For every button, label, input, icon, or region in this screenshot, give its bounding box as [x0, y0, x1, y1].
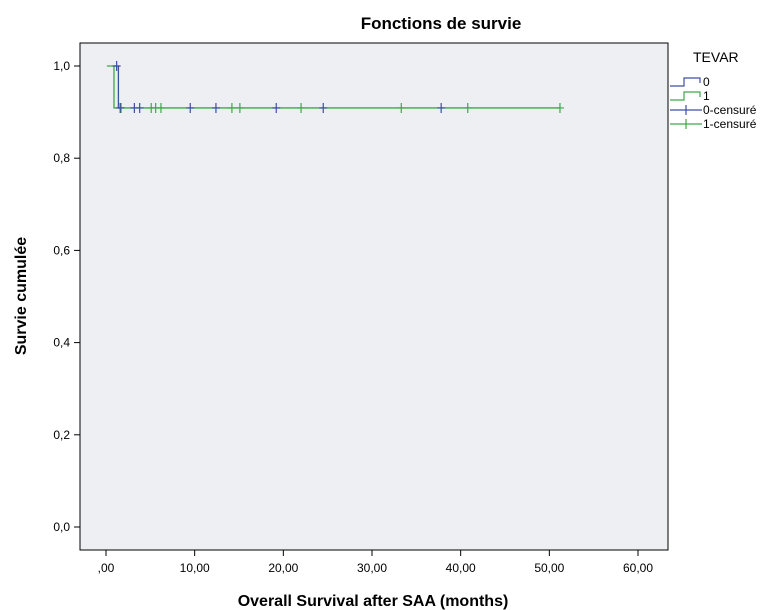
series-layer	[106, 61, 564, 113]
y-tick-label: 0,8	[53, 151, 70, 165]
x-tick-label: 40,00	[446, 561, 476, 575]
y-tick-label: 0,0	[53, 520, 70, 534]
censor-mark-0	[319, 102, 328, 113]
censor-mark-1	[397, 102, 406, 113]
y-tick-label: 0,2	[53, 428, 70, 442]
censor-mark-0	[116, 102, 125, 113]
legend-entry: 0	[703, 75, 710, 89]
censor-mark-0	[437, 102, 446, 113]
censor-mark-1	[156, 102, 165, 113]
censor-mark-0	[272, 102, 281, 113]
y-axis-label: Survie cumulée	[13, 237, 30, 355]
y-tick-label: 0,6	[53, 243, 70, 257]
x-tick-label: ,00	[98, 561, 115, 575]
plot-area	[79, 42, 669, 551]
x-tick-label: 20,00	[268, 561, 298, 575]
legend-symbol-line	[670, 91, 701, 101]
censor-mark-0	[186, 102, 195, 113]
censor-mark-1	[235, 102, 244, 113]
censor-mark-1	[463, 102, 472, 113]
y-tick-label: 0,4	[53, 336, 70, 350]
censor-mark-1	[227, 102, 236, 113]
legend-entry: 1-censuré	[703, 117, 757, 131]
x-tick-label: 60,00	[623, 561, 653, 575]
legend-symbol-censored	[670, 119, 702, 129]
legend-entry: 1	[703, 89, 710, 103]
x-axis-label: Overall Survival after SAA (months)	[238, 593, 509, 610]
censor-mark-0	[112, 61, 121, 71]
x-tick-label: 30,00	[357, 561, 387, 575]
censor-mark-1	[297, 102, 306, 113]
legend-symbol-line	[670, 77, 701, 87]
censor-mark-0	[211, 102, 220, 113]
legend-title: TEVAR	[693, 49, 739, 65]
y-tick-label: 1,0	[53, 59, 70, 73]
censor-mark-0	[135, 102, 144, 113]
survival-line-1	[106, 65, 560, 109]
censor-mark-1	[555, 102, 564, 113]
chart-title: Fonctions de survie	[361, 14, 522, 33]
x-tick-label: 10,00	[180, 561, 210, 575]
x-tick-label: 50,00	[534, 561, 564, 575]
legend-entry: 0-censuré	[703, 103, 757, 117]
legend-symbol-censored	[670, 105, 702, 115]
axes: ,00 10,00 20,00 30,00 40,00 50,00 60,00 0,0 0,2 0…	[53, 59, 653, 575]
